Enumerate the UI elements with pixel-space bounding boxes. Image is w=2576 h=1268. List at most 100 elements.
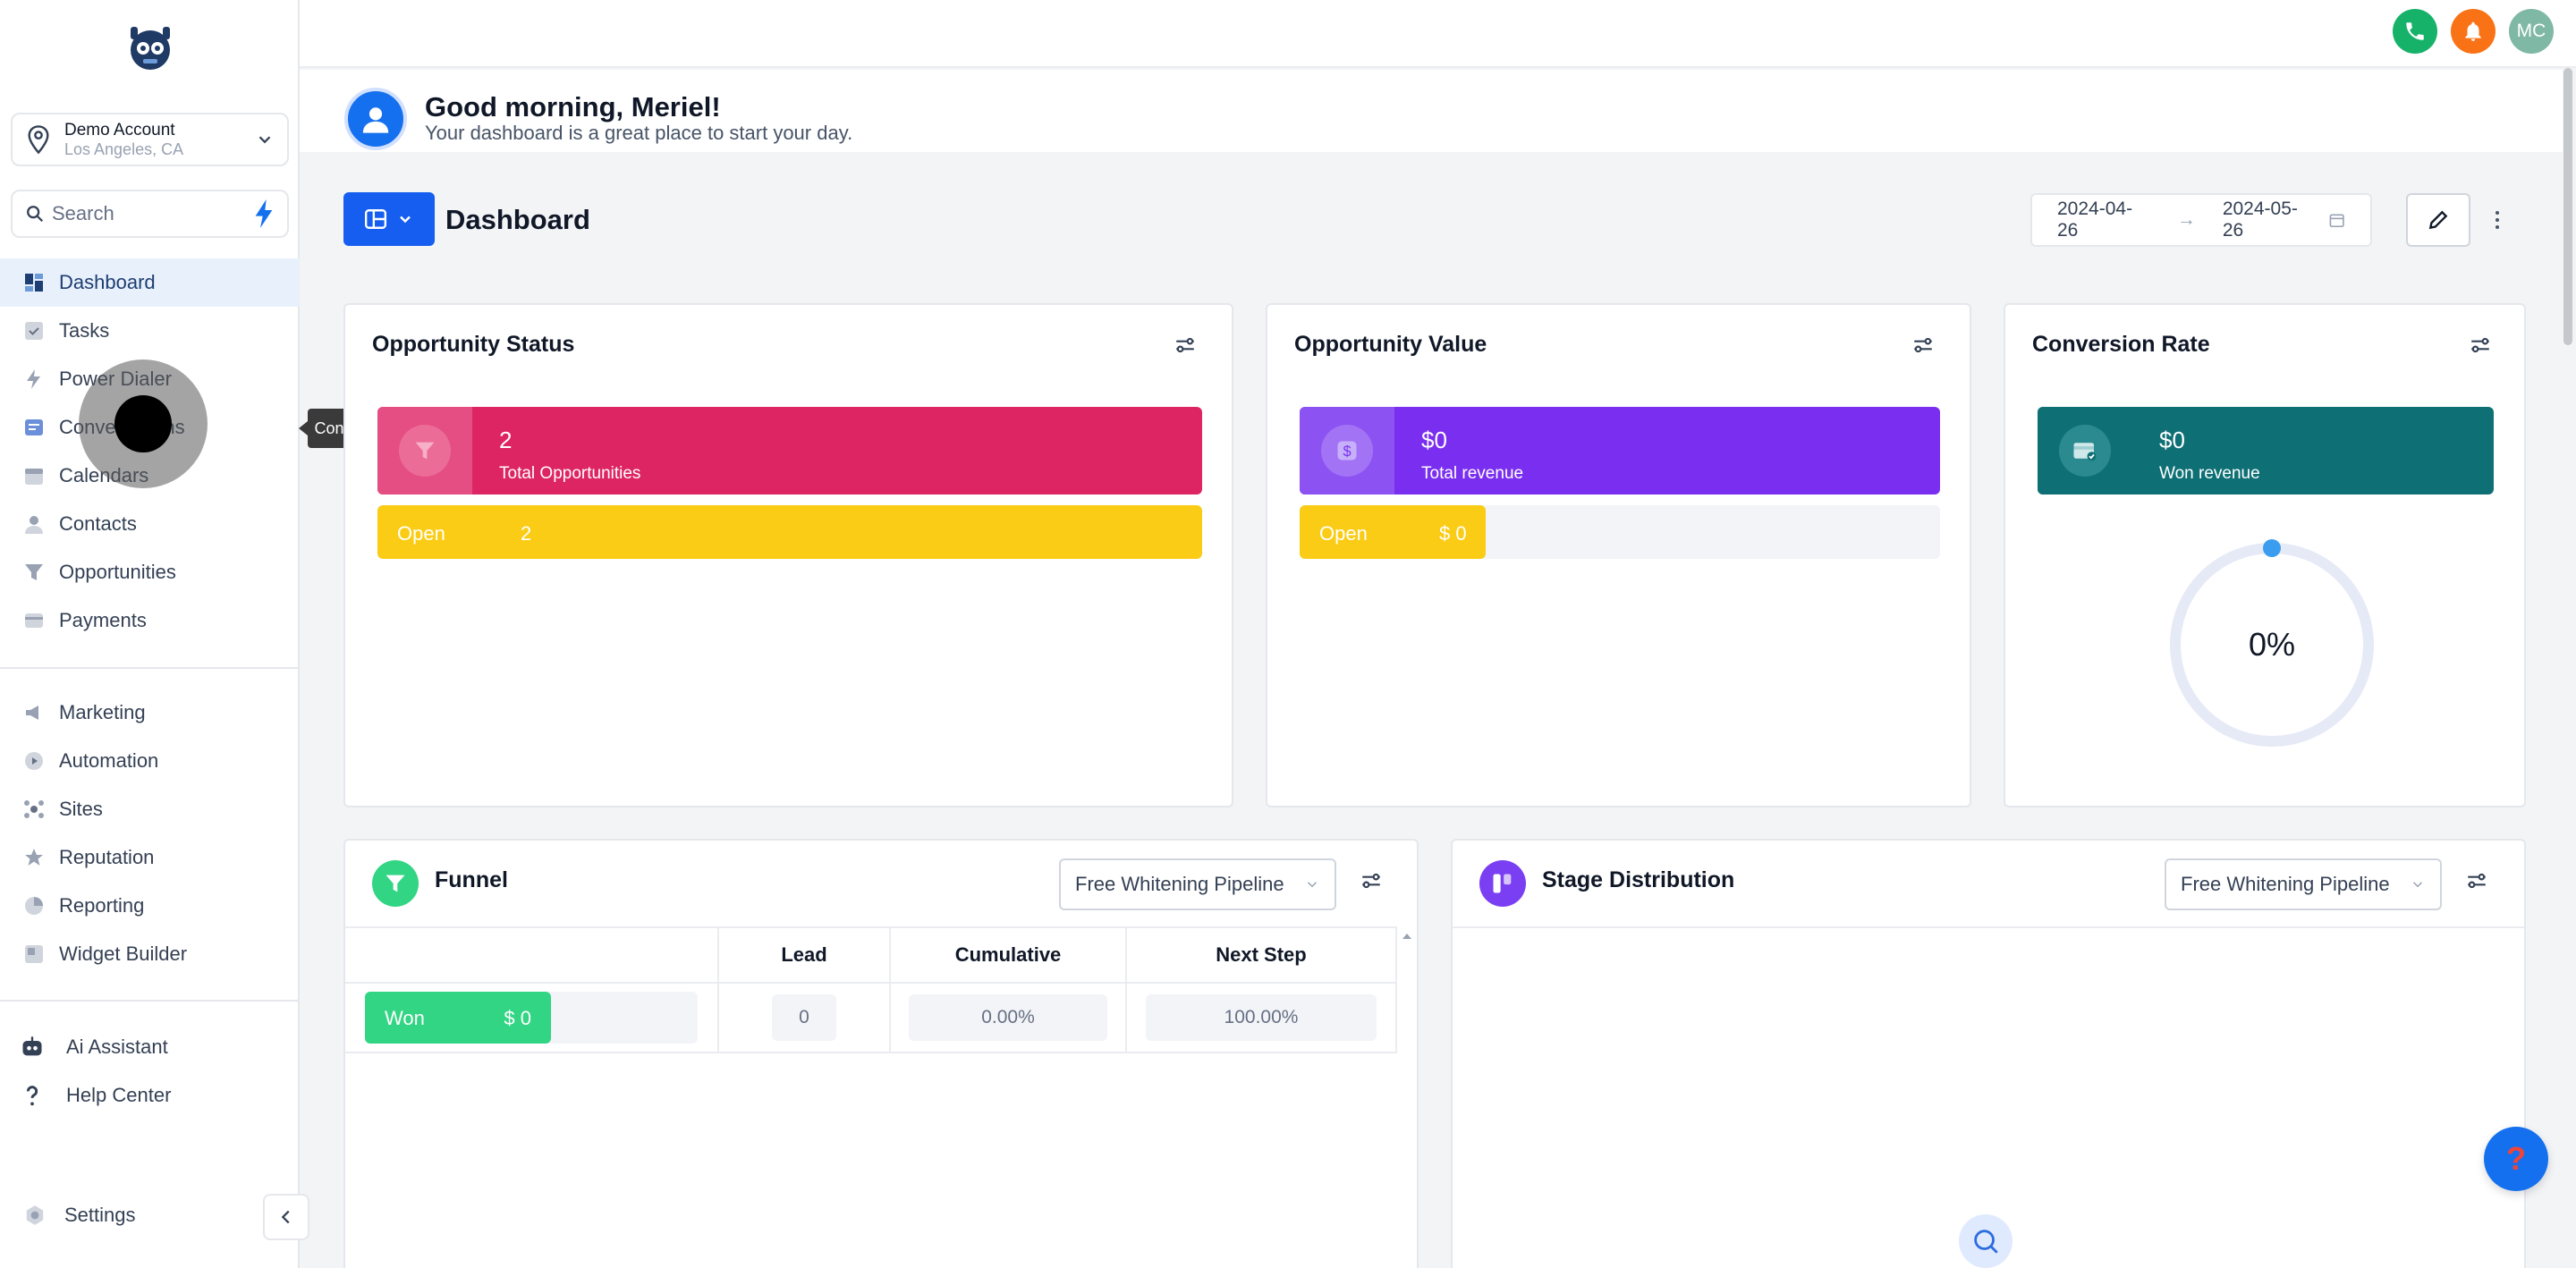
reputation-icon [25, 849, 43, 866]
opportunity-status-card: Opportunity Status 2 Total Opportunities… [343, 303, 1233, 807]
chevron-down-icon [258, 136, 271, 144]
sidebar-item-label: Widget Builder [59, 943, 188, 965]
lightning-icon[interactable] [253, 199, 275, 228]
sidebar-item-reputation[interactable]: Reputation [0, 833, 300, 882]
dashboard-icon [25, 274, 43, 292]
account-location: Los Angeles, CA [64, 139, 184, 158]
filter-settings-icon[interactable] [1911, 334, 1935, 357]
payments-icon [25, 613, 43, 628]
more-options-icon[interactable] [2488, 202, 2506, 238]
column-header-cumulative: Cumulative [891, 928, 1127, 982]
sidebar-divider [0, 1000, 300, 1002]
sidebar-item-ai-assistant[interactable]: Ai Assistant [0, 1023, 300, 1071]
card-divider [1453, 926, 2524, 928]
sidebar-item-label: Ai Assistant [66, 1036, 168, 1058]
page-title: Dashboard [445, 204, 590, 235]
card-title: Opportunity Status [372, 332, 575, 357]
open-status-bar[interactable]: Open 2 [377, 505, 1202, 559]
cumulative-cell: 0.00% [891, 984, 1127, 1052]
filter-settings-icon[interactable] [2465, 869, 2488, 892]
sidebar-item-automation[interactable]: Automation [0, 737, 300, 785]
widget-icon [25, 945, 43, 963]
calendar-icon [25, 469, 43, 485]
phone-button[interactable] [2393, 9, 2437, 54]
sidebar-item-tasks[interactable]: Tasks [0, 307, 300, 355]
funnel-table: Lead Cumulative Next Step Won $ 0 0 0.00… [345, 926, 1397, 1053]
greeting-title: Good morning, Meriel! [425, 91, 721, 123]
open-value-bar[interactable]: Open $ 0 [1300, 505, 1940, 559]
account-switcher[interactable]: Demo Account Los Angeles, CA [11, 113, 289, 166]
pipeline-select-value: Free Whitening Pipeline [2181, 873, 2390, 895]
bell-icon [2465, 21, 2481, 41]
pencil-icon [2428, 210, 2448, 230]
user-avatar[interactable]: MC [2509, 9, 2554, 54]
cumulative-value: 0.00% [909, 994, 1107, 1041]
layout-icon [364, 209, 387, 229]
collapse-sidebar-button[interactable] [263, 1194, 309, 1240]
date-range-picker[interactable]: 2024-04-26 → 2024-05-26 [2030, 193, 2372, 247]
help-button[interactable]: ? [2484, 1127, 2548, 1191]
search-placeholder: Search [52, 202, 114, 224]
stage-bar-fill: Won $ 0 [365, 992, 551, 1044]
stage-cell: Won $ 0 [345, 984, 719, 1052]
sidebar-item-label: Marketing [59, 701, 146, 723]
sidebar-item-widget-builder[interactable]: Widget Builder [0, 930, 300, 978]
sidebar-item-sites[interactable]: Sites [0, 785, 300, 833]
calendar-icon [2329, 214, 2344, 228]
edit-dashboard-button[interactable] [2406, 193, 2470, 247]
pipeline-select[interactable]: Free Whitening Pipeline [2165, 858, 2442, 910]
user-avatar-large [344, 88, 407, 150]
table-row[interactable]: Won $ 0 0 0.00% 100.00% [345, 984, 1397, 1053]
stage-amount: $ 0 [504, 1007, 531, 1029]
sidebar-item-opportunities[interactable]: Opportunities [0, 548, 300, 596]
sidebar-search[interactable]: Search [11, 190, 289, 238]
sidebar-item-payments[interactable]: Payments [0, 596, 300, 645]
chevron-down-icon [1307, 882, 1318, 888]
filter-settings-icon[interactable] [1360, 869, 1383, 892]
tile-icon-box [2038, 407, 2132, 495]
filter-settings-icon[interactable] [2469, 334, 2492, 357]
dollar-icon: $ [1321, 425, 1373, 477]
conversion-rate-value: 0% [2248, 626, 2296, 663]
search-icon [27, 206, 44, 223]
funnel-icon [25, 564, 43, 580]
wallet-icon [2059, 425, 2111, 477]
question-icon [26, 1086, 38, 1106]
column-header [345, 928, 719, 982]
open-value-label: Open [1319, 522, 1368, 545]
stage-distribution-card: Stage Distribution Free Whitening Pipeli… [1451, 839, 2526, 1268]
column-header-lead: Lead [719, 928, 891, 982]
greeting-subtitle: Your dashboard is a great place to start… [425, 122, 853, 144]
conversion-rate-gauge: 0% [2165, 537, 2379, 752]
won-revenue-label: Won revenue [2159, 464, 2260, 483]
robot-icon [22, 1036, 42, 1056]
sidebar-item-settings[interactable]: Settings [23, 1204, 136, 1227]
top-bar: MC [300, 0, 2576, 68]
lead-value: 0 [772, 994, 836, 1041]
sidebar-item-label: Payments [59, 609, 147, 631]
sidebar-item-contacts[interactable]: Contacts [0, 500, 300, 548]
notifications-button[interactable] [2451, 9, 2496, 54]
funnel-icon [372, 860, 419, 907]
filter-settings-icon[interactable] [1174, 334, 1197, 357]
search-icon [1959, 1214, 2012, 1268]
support-nav: Ai Assistant Help Center [0, 1023, 300, 1120]
sidebar-item-dashboard[interactable]: Dashboard [0, 258, 300, 307]
sidebar-item-marketing[interactable]: Marketing [0, 689, 300, 737]
pipeline-select[interactable]: Free Whitening Pipeline [1059, 858, 1336, 910]
open-value-fill [1300, 505, 1486, 559]
page-scrollbar[interactable] [2563, 68, 2572, 345]
sidebar-item-label: Automation [59, 749, 159, 772]
dashboard-switcher-button[interactable] [343, 192, 435, 246]
gear-icon [26, 1205, 44, 1225]
tile-icon-box [377, 407, 472, 495]
sidebar-item-help-center[interactable]: Help Center [0, 1071, 300, 1120]
total-opportunities-tile: 2 Total Opportunities [377, 407, 1202, 495]
marketing-nav: Marketing Automation Sites Reputation Re… [0, 689, 300, 978]
scroll-up-icon[interactable] [1401, 930, 1413, 943]
sidebar-item-label: Sites [59, 798, 103, 820]
stage-bar: Won $ 0 [365, 992, 698, 1044]
app-logo[interactable] [123, 21, 177, 75]
sidebar-item-reporting[interactable]: Reporting [0, 882, 300, 930]
date-end: 2024-05-26 [2222, 199, 2298, 241]
